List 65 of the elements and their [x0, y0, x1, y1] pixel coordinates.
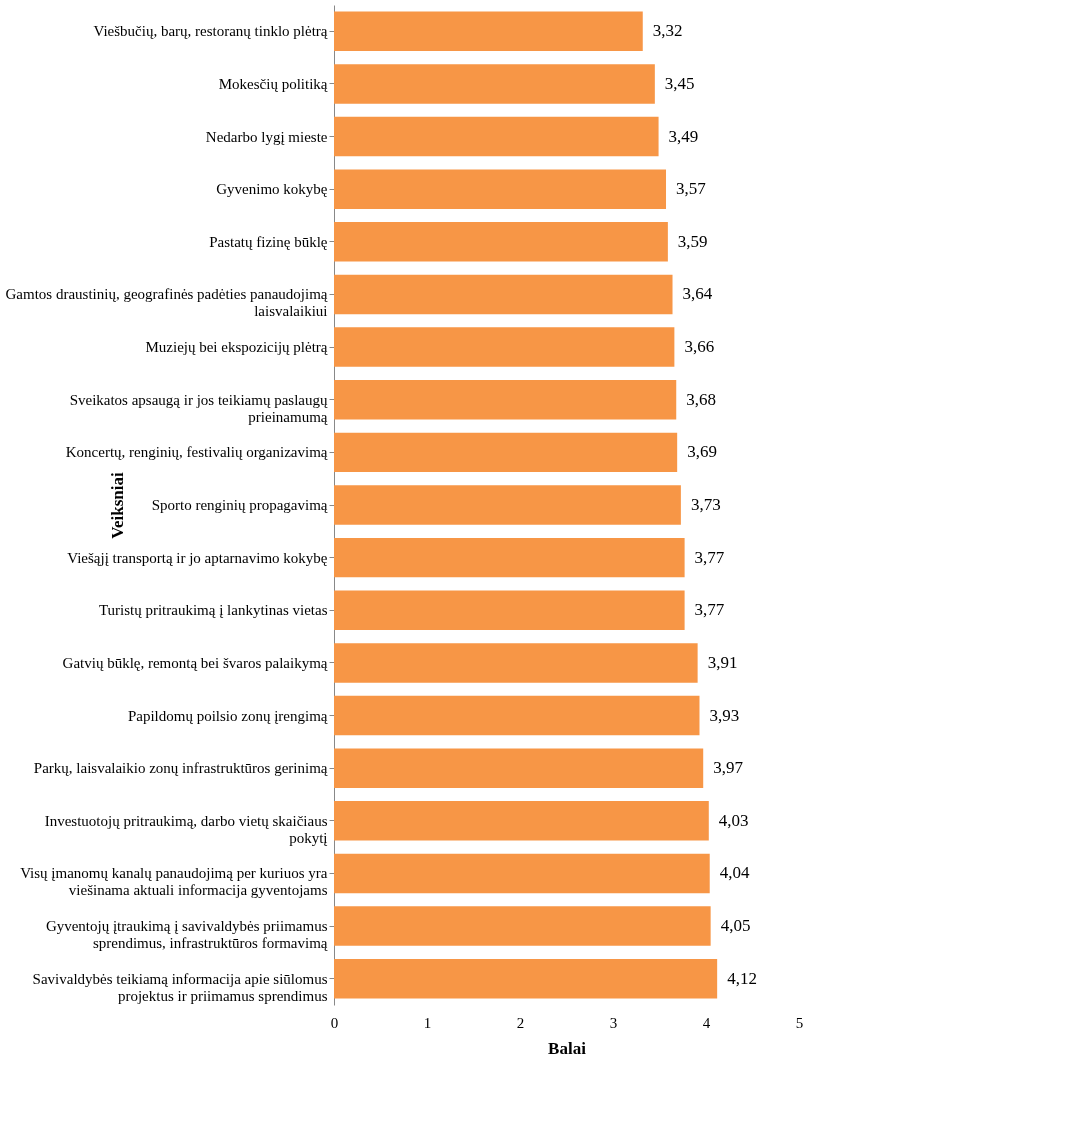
data-label: 3,32 [652, 21, 683, 41]
y-tick-label: Gyvenimo kokybę [216, 181, 328, 198]
data-label: 3,59 [677, 231, 708, 251]
y-tick-label: Nedarbo lygį mieste [205, 128, 328, 145]
y-tick-label: Papildomų poilsio zonų įrengimą [127, 707, 328, 724]
data-label: 3,77 [694, 547, 725, 567]
y-tick-label: Muziejų bei ekspozicijų plėtrą [145, 339, 328, 356]
bar [334, 906, 711, 946]
x-tick-label: 0 [330, 1014, 339, 1031]
y-tick-label: Investuotojų pritraukimą, darbo vietų skaičiaus pokytį [44, 812, 328, 846]
y-tick-label: Koncertų, renginių, festivalių organizavimą [65, 444, 328, 461]
bar [334, 11, 643, 52]
bar [334, 485, 681, 525]
data-label: 4,03 [718, 810, 749, 830]
x-axis-title: Balai [548, 1038, 587, 1058]
data-label: 3,91 [707, 652, 738, 672]
bar [334, 590, 685, 630]
y-tick-label: Mokesčių politiką [218, 75, 328, 92]
x-tick-label: 2 [516, 1014, 525, 1031]
y-tick-label: Savivaldybės teikiamą informacija apie siūlomus projektus ir priimamus sprendimus [32, 970, 328, 1004]
x-tick-label: 5 [795, 1014, 804, 1031]
y-tick-label: Visų įmanomų kanalų panaudojimą per kuriuos yra viešinama aktuali informacija gyventojams [20, 865, 328, 899]
data-label: 3,97 [713, 758, 744, 778]
bar [334, 643, 698, 683]
y-tick-label: Sveikatos apsaugą ir jos teikiamų paslaugų prieinamumą [69, 391, 328, 425]
data-label: 4,12 [727, 968, 757, 988]
y-tick-label: Gamtos draustinių, geografinės padėties panaudojimą laisvalaikiui [5, 286, 328, 320]
data-label: 3,64 [682, 284, 713, 304]
data-label: 3,77 [694, 600, 725, 620]
bar [334, 801, 709, 841]
data-label: 4,04 [719, 863, 750, 883]
y-tick-label: Viešbučių, barų, restoranų tinklo plėtrą [93, 23, 328, 40]
data-label: 3,68 [686, 389, 716, 409]
y-tick-label: Viešąjį transportą ir jo aptarnavimo kokybę [67, 549, 328, 566]
bar [334, 748, 704, 788]
bar [334, 169, 667, 209]
data-label: 3,49 [668, 126, 699, 146]
x-tick-label: 3 [609, 1014, 618, 1031]
data-label: 3,69 [687, 442, 717, 462]
data-label: 3,66 [684, 337, 715, 357]
bar [334, 695, 700, 736]
y-axis-title: Veiksniai [107, 472, 127, 539]
bar [334, 274, 673, 315]
bar [334, 327, 675, 367]
y-tick-label: Pastatų fizinę būklę [209, 233, 328, 250]
data-label: 3,73 [690, 495, 721, 514]
bar [334, 958, 718, 999]
bar [334, 432, 678, 473]
x-tick-label: 1 [423, 1014, 432, 1031]
bar [334, 222, 668, 262]
data-label: 3,45 [664, 73, 695, 93]
y-tick-label: Turistų pritraukimą į lankytinas vietas [98, 602, 328, 619]
x-tick-label: 4 [702, 1014, 711, 1031]
bar [334, 116, 659, 157]
data-label: 3,57 [676, 179, 707, 199]
y-tick-label: Sporto renginių propagavimą [151, 497, 328, 513]
y-tick-label: Parkų, laisvalaikio zonų infrastruktūros gerinimą [33, 760, 328, 777]
data-label: 4,05 [720, 916, 751, 936]
y-tick-label: Gyventojų įtraukimą į savivaldybės priimamus sprendimus, infrastruktūros formavimą [45, 918, 328, 952]
y-tick-label: Gatvių būklę, remontą bei švaros palaikymą [62, 654, 328, 671]
bar [334, 64, 655, 104]
data-label: 3,93 [709, 705, 740, 725]
bar [334, 853, 710, 894]
bar [334, 537, 685, 578]
bar [334, 380, 677, 420]
